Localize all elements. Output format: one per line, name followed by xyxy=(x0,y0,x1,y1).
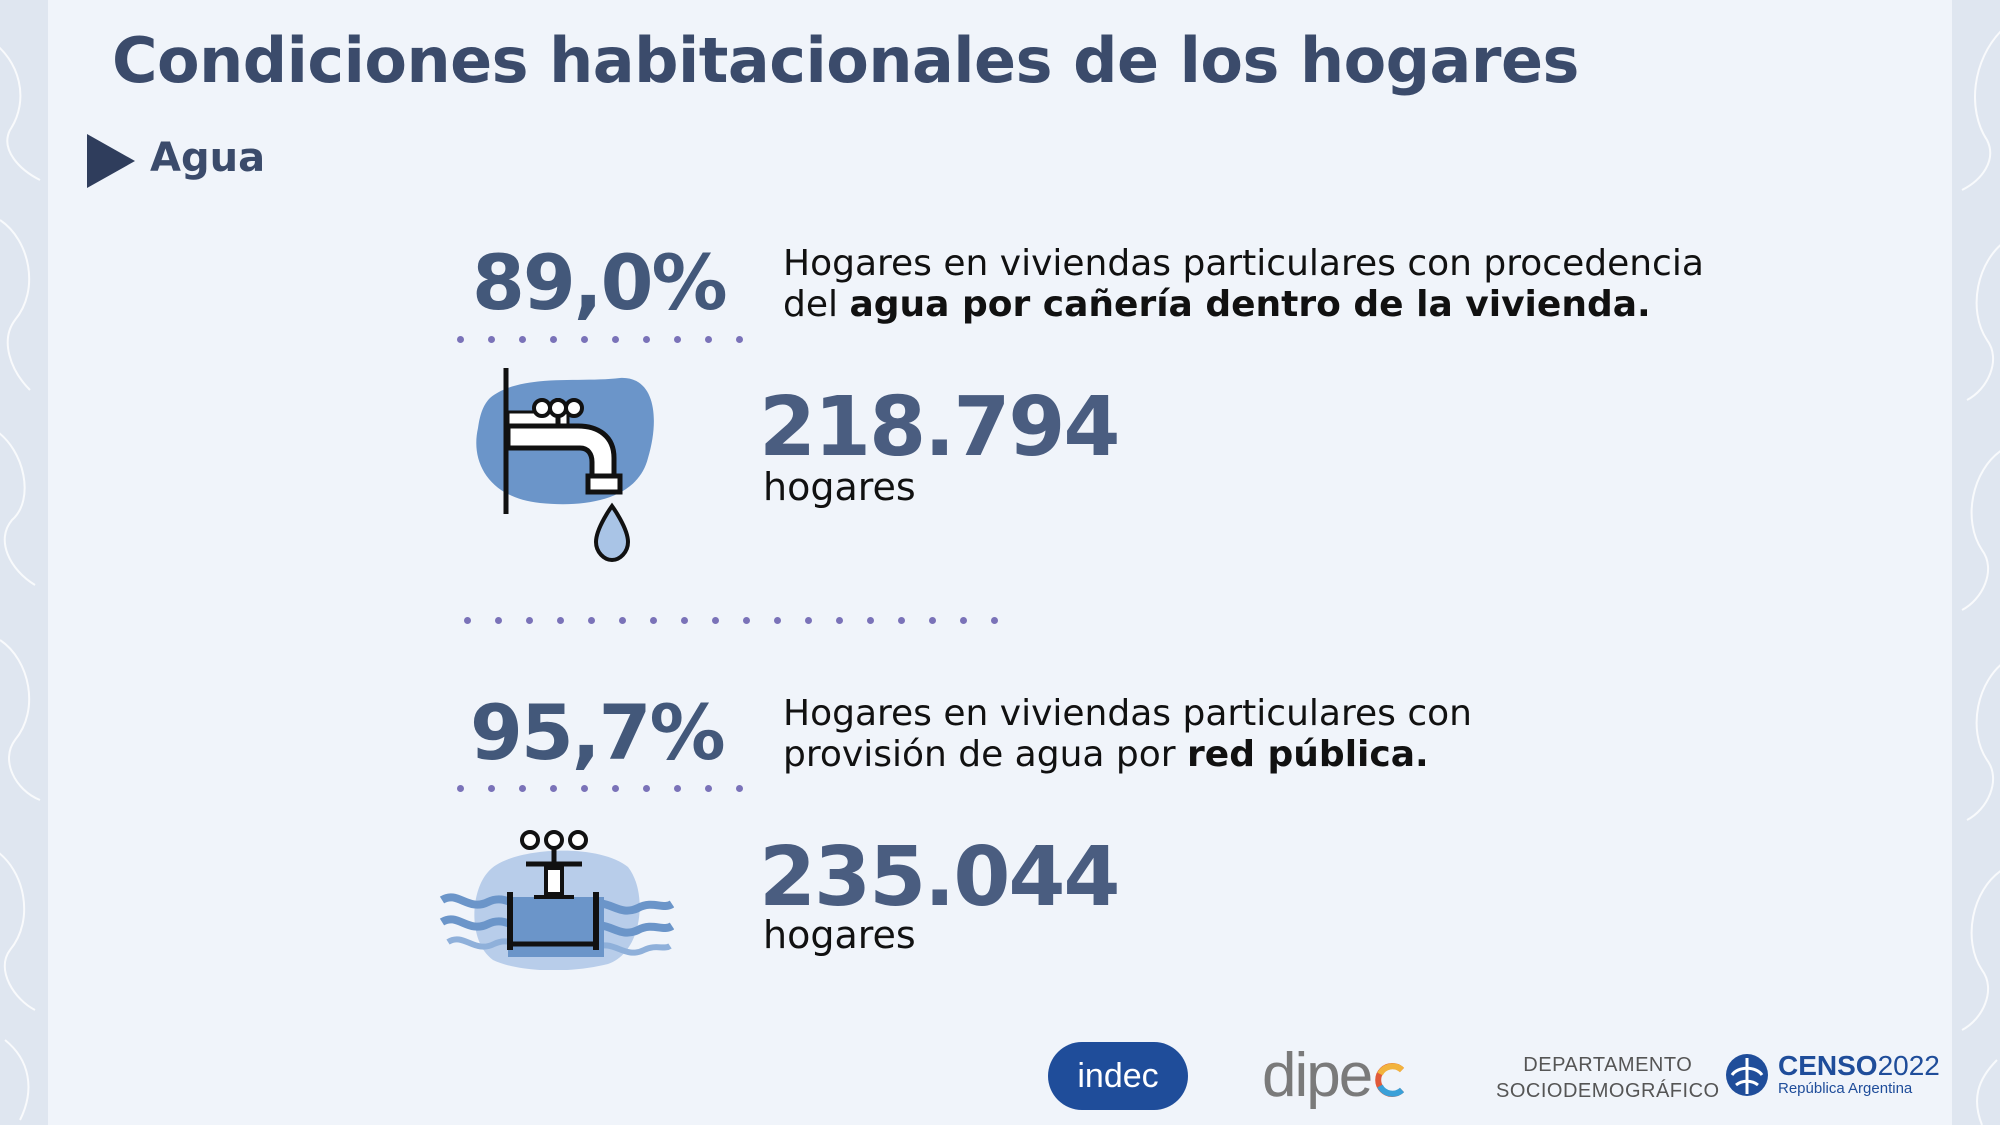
censo-globe-icon xyxy=(1726,1054,1768,1096)
description-line: Hogares en viviendas particulares con xyxy=(783,693,1472,734)
description-bold-text: agua por cañería dentro de la vivienda. xyxy=(849,284,1651,325)
indicator-description: Hogares en viviendas particulares con pr… xyxy=(783,693,1472,775)
censo-title: CENSO2022 xyxy=(1778,1052,1940,1080)
dipec-c-icon xyxy=(1375,1063,1405,1097)
left-decorative-strip xyxy=(0,0,48,1125)
indicator-unit: hogares xyxy=(763,465,916,509)
dipec-logo: dipe xyxy=(1262,1040,1408,1111)
right-decorative-strip xyxy=(1952,0,2000,1125)
description-line: Hogares en viviendas particulares con pr… xyxy=(783,243,1704,284)
indec-logo: indec xyxy=(1048,1042,1188,1110)
indicator-percent: 95,7% xyxy=(470,688,726,777)
description-line: provisión de agua por red pública. xyxy=(783,734,1472,775)
logo-line: DEPARTAMENTO xyxy=(1523,1054,1693,1076)
dotted-separator xyxy=(457,336,743,343)
description-text: provisión de agua por xyxy=(783,734,1188,775)
logo-line: SOCIODEMOGRÁFICO xyxy=(1496,1080,1720,1102)
face-sketch-pattern xyxy=(0,46,41,1121)
indicator-count: 218.794 xyxy=(759,380,1120,475)
dipec-logo-text: dipe xyxy=(1262,1041,1373,1110)
water-pipe-icon xyxy=(439,830,674,970)
page-title: Condiciones habitacionales de los hogare… xyxy=(112,24,1579,97)
section-arrow-icon xyxy=(87,134,135,188)
censo-subtitle: República Argentina xyxy=(1778,1080,1913,1097)
indicator-count: 235.044 xyxy=(759,830,1120,925)
content-panel xyxy=(48,0,1952,1125)
censo-word: CENSO xyxy=(1778,1050,1878,1081)
indicator-unit: hogares xyxy=(763,913,916,957)
censo-2022-logo: CENSO2022 República Argentina xyxy=(1724,1052,1940,1098)
description-text: del xyxy=(783,284,850,325)
section-divider xyxy=(464,617,998,624)
faucet-icon xyxy=(476,368,654,563)
dotted-separator xyxy=(457,785,743,792)
censo-year: 2022 xyxy=(1877,1050,1940,1081)
section-label: Agua xyxy=(150,135,266,181)
face-sketch-pattern xyxy=(1961,30,2000,1125)
description-line: del agua por cañería dentro de la vivien… xyxy=(783,284,1704,325)
departamento-sociodemografico-logo: DEPARTAMENTO SOCIODEMOGRÁFICO xyxy=(1496,1052,1720,1104)
description-bold-text: red pública. xyxy=(1187,734,1429,775)
indicator-percent: 89,0% xyxy=(472,238,728,327)
indicator-description: Hogares en viviendas particulares con pr… xyxy=(783,243,1704,325)
